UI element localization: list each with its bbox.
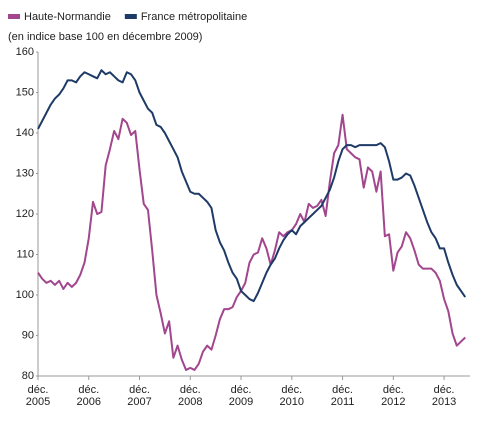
legend-label: Haute-Normandie [24,11,111,23]
y-tick-label: 80 [22,370,34,382]
x-tick-label: déc. 2009 [229,384,253,408]
y-tick-label: 150 [16,86,34,98]
legend-label: France métropolitaine [141,11,247,23]
y-tick-label: 100 [16,289,34,301]
x-tick-label: déc. 2008 [178,384,202,408]
x-tick-label: déc. 2005 [26,384,50,408]
x-tick-label: déc. 2011 [331,384,355,408]
series-line [37,113,466,371]
y-tick-label: 130 [16,167,34,179]
x-tick-label: déc. 2010 [280,384,304,408]
y-tick-label: 90 [22,329,34,341]
y-tick-label: 160 [16,46,34,58]
y-tick-label: 110 [16,248,34,260]
series-line [37,69,467,303]
legend-swatch [8,14,20,19]
x-tick-label: déc. 2006 [77,384,101,408]
x-tick-label: déc. 2012 [381,384,405,408]
chart-subtitle: (en indice base 100 en décembre 2009) [8,31,202,43]
y-tick-label: 120 [16,208,34,220]
y-tick-label: 140 [16,127,34,139]
x-tick-label: déc. 2007 [127,384,151,408]
x-tick-label: déc. 2013 [432,384,456,408]
legend-swatch [124,14,137,19]
